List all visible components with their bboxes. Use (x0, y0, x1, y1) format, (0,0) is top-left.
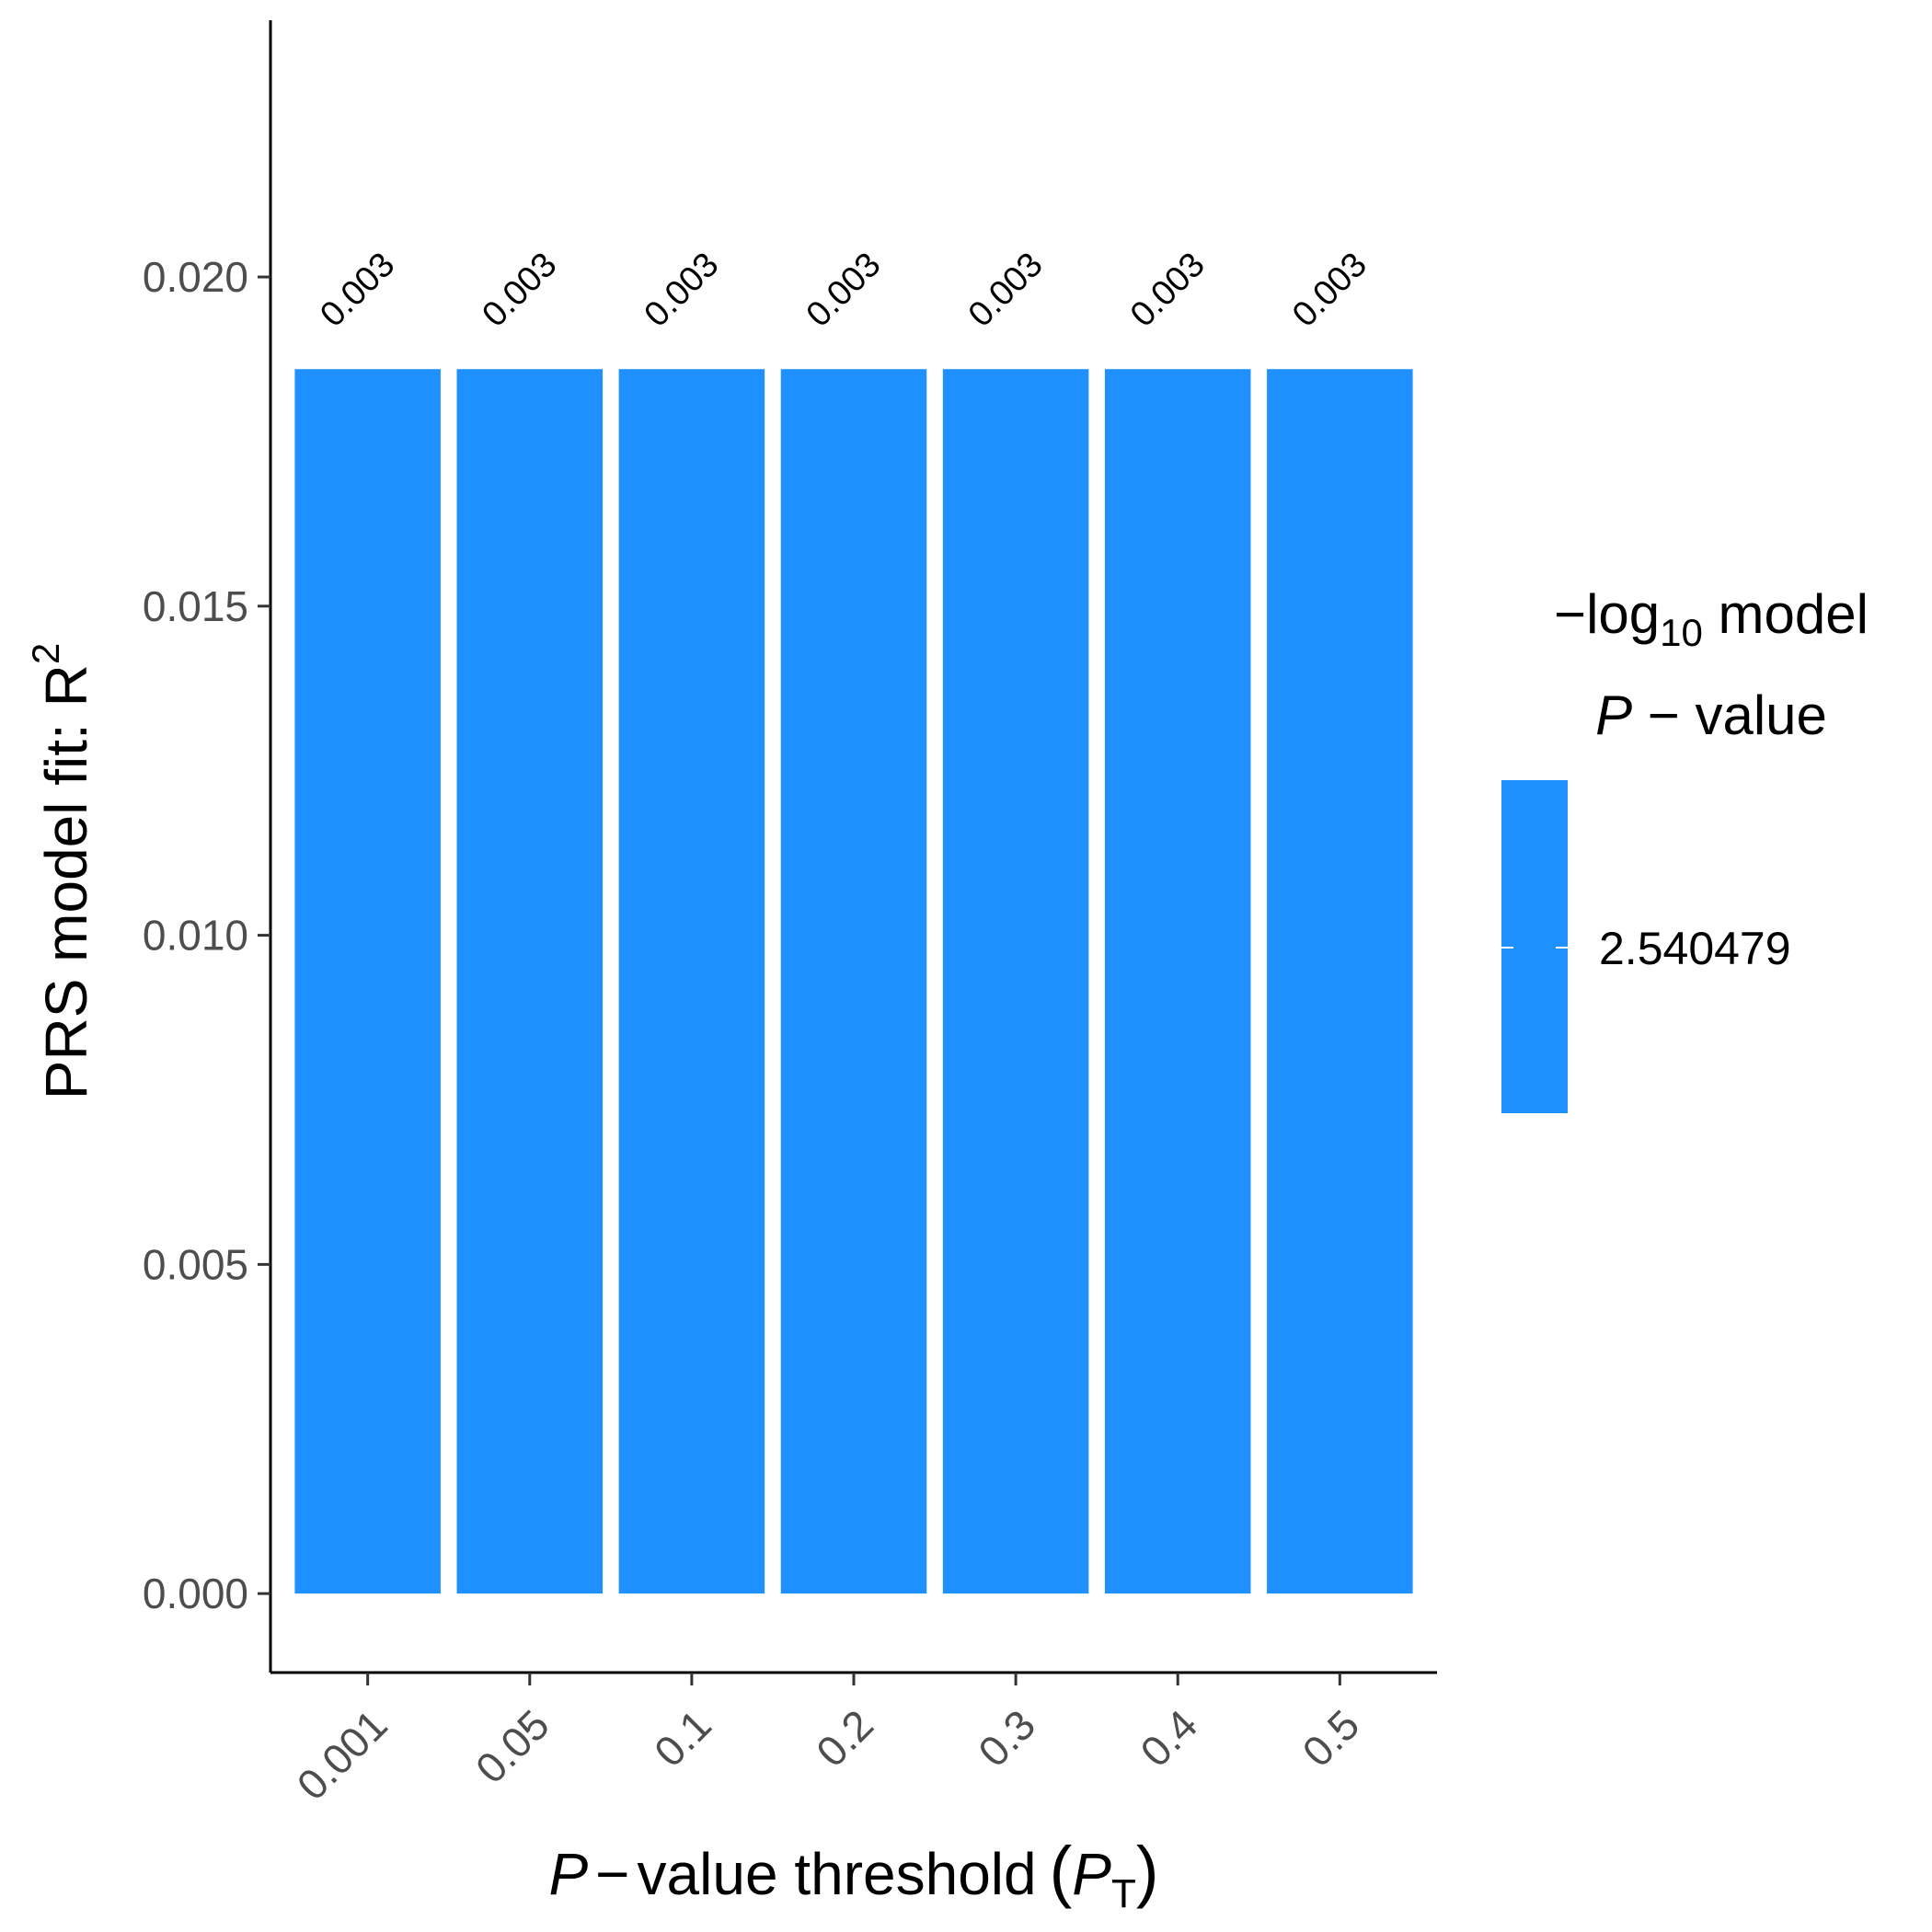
bars-group (294, 369, 1413, 1594)
y-ticks-group: 0.000 0.005 0.010 0.015 0.020 (143, 253, 270, 1617)
bar (942, 369, 1089, 1594)
y-tick-label: 0.015 (143, 582, 248, 630)
legend-label: 2.540479 (1599, 923, 1791, 974)
bar-value-label: 0.003 (475, 246, 564, 335)
legend-title-line2: P − value (1595, 684, 1827, 746)
bar (1267, 369, 1413, 1594)
y-axis-title: PRS model fit: R2 (24, 643, 99, 1099)
x-tick-label: 0.1 (645, 1700, 720, 1776)
legend: −log10 model P − value 2.540479 (1501, 583, 1869, 1113)
bar (456, 369, 604, 1594)
x-tick-label: 0.2 (807, 1700, 882, 1776)
bar (294, 369, 441, 1594)
bar-value-label: 0.003 (1285, 246, 1374, 335)
x-tick-label: 0.3 (969, 1700, 1044, 1776)
bar-value-label: 0.003 (799, 246, 889, 335)
x-tick-label: 0.001 (288, 1700, 397, 1809)
bar-value-label: 0.003 (1123, 246, 1213, 335)
y-tick-label: 0.010 (143, 912, 248, 960)
x-ticks-group: 0.001 0.05 0.1 0.2 0.3 0.4 0.5 (288, 1673, 1368, 1809)
bar-value-label: 0.003 (961, 246, 1051, 335)
legend-title-line1: −log10 model (1554, 583, 1869, 654)
x-axis-title: P − value threshold (PT) (548, 1833, 1158, 1916)
x-tick-label: 0.4 (1131, 1700, 1206, 1776)
bar (780, 369, 927, 1594)
bar (618, 369, 765, 1594)
bar-value-label: 0.003 (638, 246, 727, 335)
x-tick-label: 0.05 (466, 1700, 558, 1792)
y-tick-label: 0.000 (143, 1570, 248, 1617)
bar (1104, 369, 1251, 1594)
bar-value-label: 0.003 (313, 246, 402, 335)
x-tick-label: 0.5 (1293, 1700, 1368, 1776)
y-tick-label: 0.020 (143, 253, 248, 301)
bar-labels-group: 0.003 0.003 0.003 0.003 0.003 0.003 0.003 (313, 246, 1374, 335)
y-tick-label: 0.005 (143, 1240, 248, 1288)
